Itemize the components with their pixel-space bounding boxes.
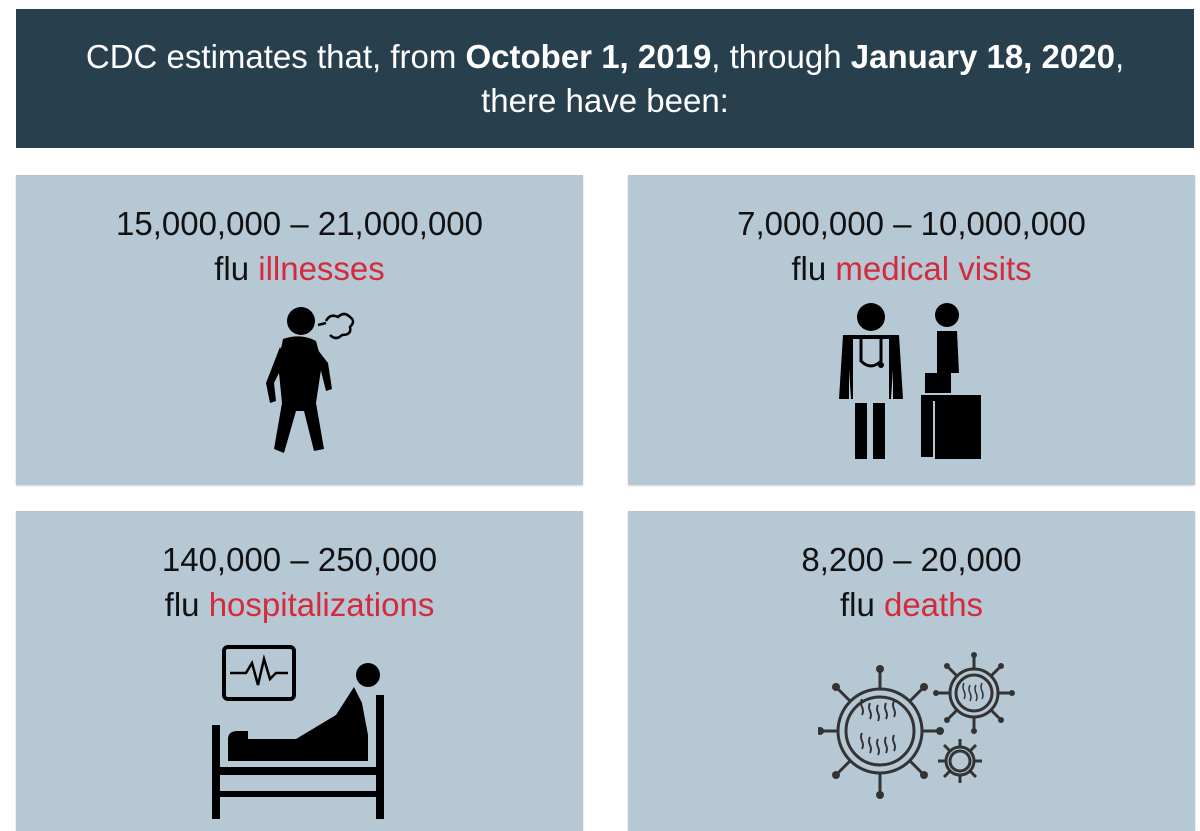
card-range: 140,000 – 250,000 <box>161 541 438 578</box>
card-range: 7,000,000 – 10,000,000 <box>737 205 1086 242</box>
sick-person-icon <box>266 307 355 453</box>
card-label-prefix: flu <box>839 586 884 623</box>
card-hospitalizations: 140,000 – 250,000 flu hospitalizations <box>16 511 583 831</box>
card-deaths: 8,200 – 20,000 flu deaths <box>628 511 1195 831</box>
card-label-prefix: flu <box>164 586 209 623</box>
card-label-highlight: illnesses <box>258 250 385 287</box>
card-range: 15,000,000 – 21,000,000 <box>115 205 483 242</box>
card-label-highlight: medical visits <box>835 250 1032 287</box>
card-medical-visits: 7,000,000 – 10,000,000 flu medical visit… <box>628 175 1195 485</box>
card-label: flu medical visits <box>628 247 1195 291</box>
header-date-end: January 18, 2020 <box>850 37 1115 75</box>
card-label-prefix: flu <box>791 250 836 287</box>
header-prefix: CDC estimates that, from <box>85 37 466 75</box>
card-range: 8,200 – 20,000 <box>801 541 1022 578</box>
card-label: flu hospitalizations <box>16 583 583 627</box>
header-date-start: October 1, 2019 <box>465 37 712 75</box>
card-label: flu deaths <box>628 583 1195 627</box>
virus-icon <box>818 652 1015 799</box>
card-illnesses: 15,000,000 – 21,000,000 flu illnesses <box>16 175 583 485</box>
card-label-prefix: flu <box>214 250 259 287</box>
header-line-2: there have been: <box>481 81 729 119</box>
header-banner: CDC estimates that, from October 1, 2019… <box>16 9 1194 148</box>
card-label-highlight: deaths <box>883 586 984 623</box>
doctor-patient-icon <box>839 303 981 459</box>
card-label: flu illnesses <box>16 247 583 291</box>
header-line-1: CDC estimates that, from October 1, 2019… <box>86 35 1124 79</box>
card-label-highlight: hospitalizations <box>208 586 435 623</box>
header-suffix: , <box>1114 37 1125 75</box>
hospital-bed-icon <box>212 645 384 819</box>
header-middle: , through <box>711 37 851 75</box>
